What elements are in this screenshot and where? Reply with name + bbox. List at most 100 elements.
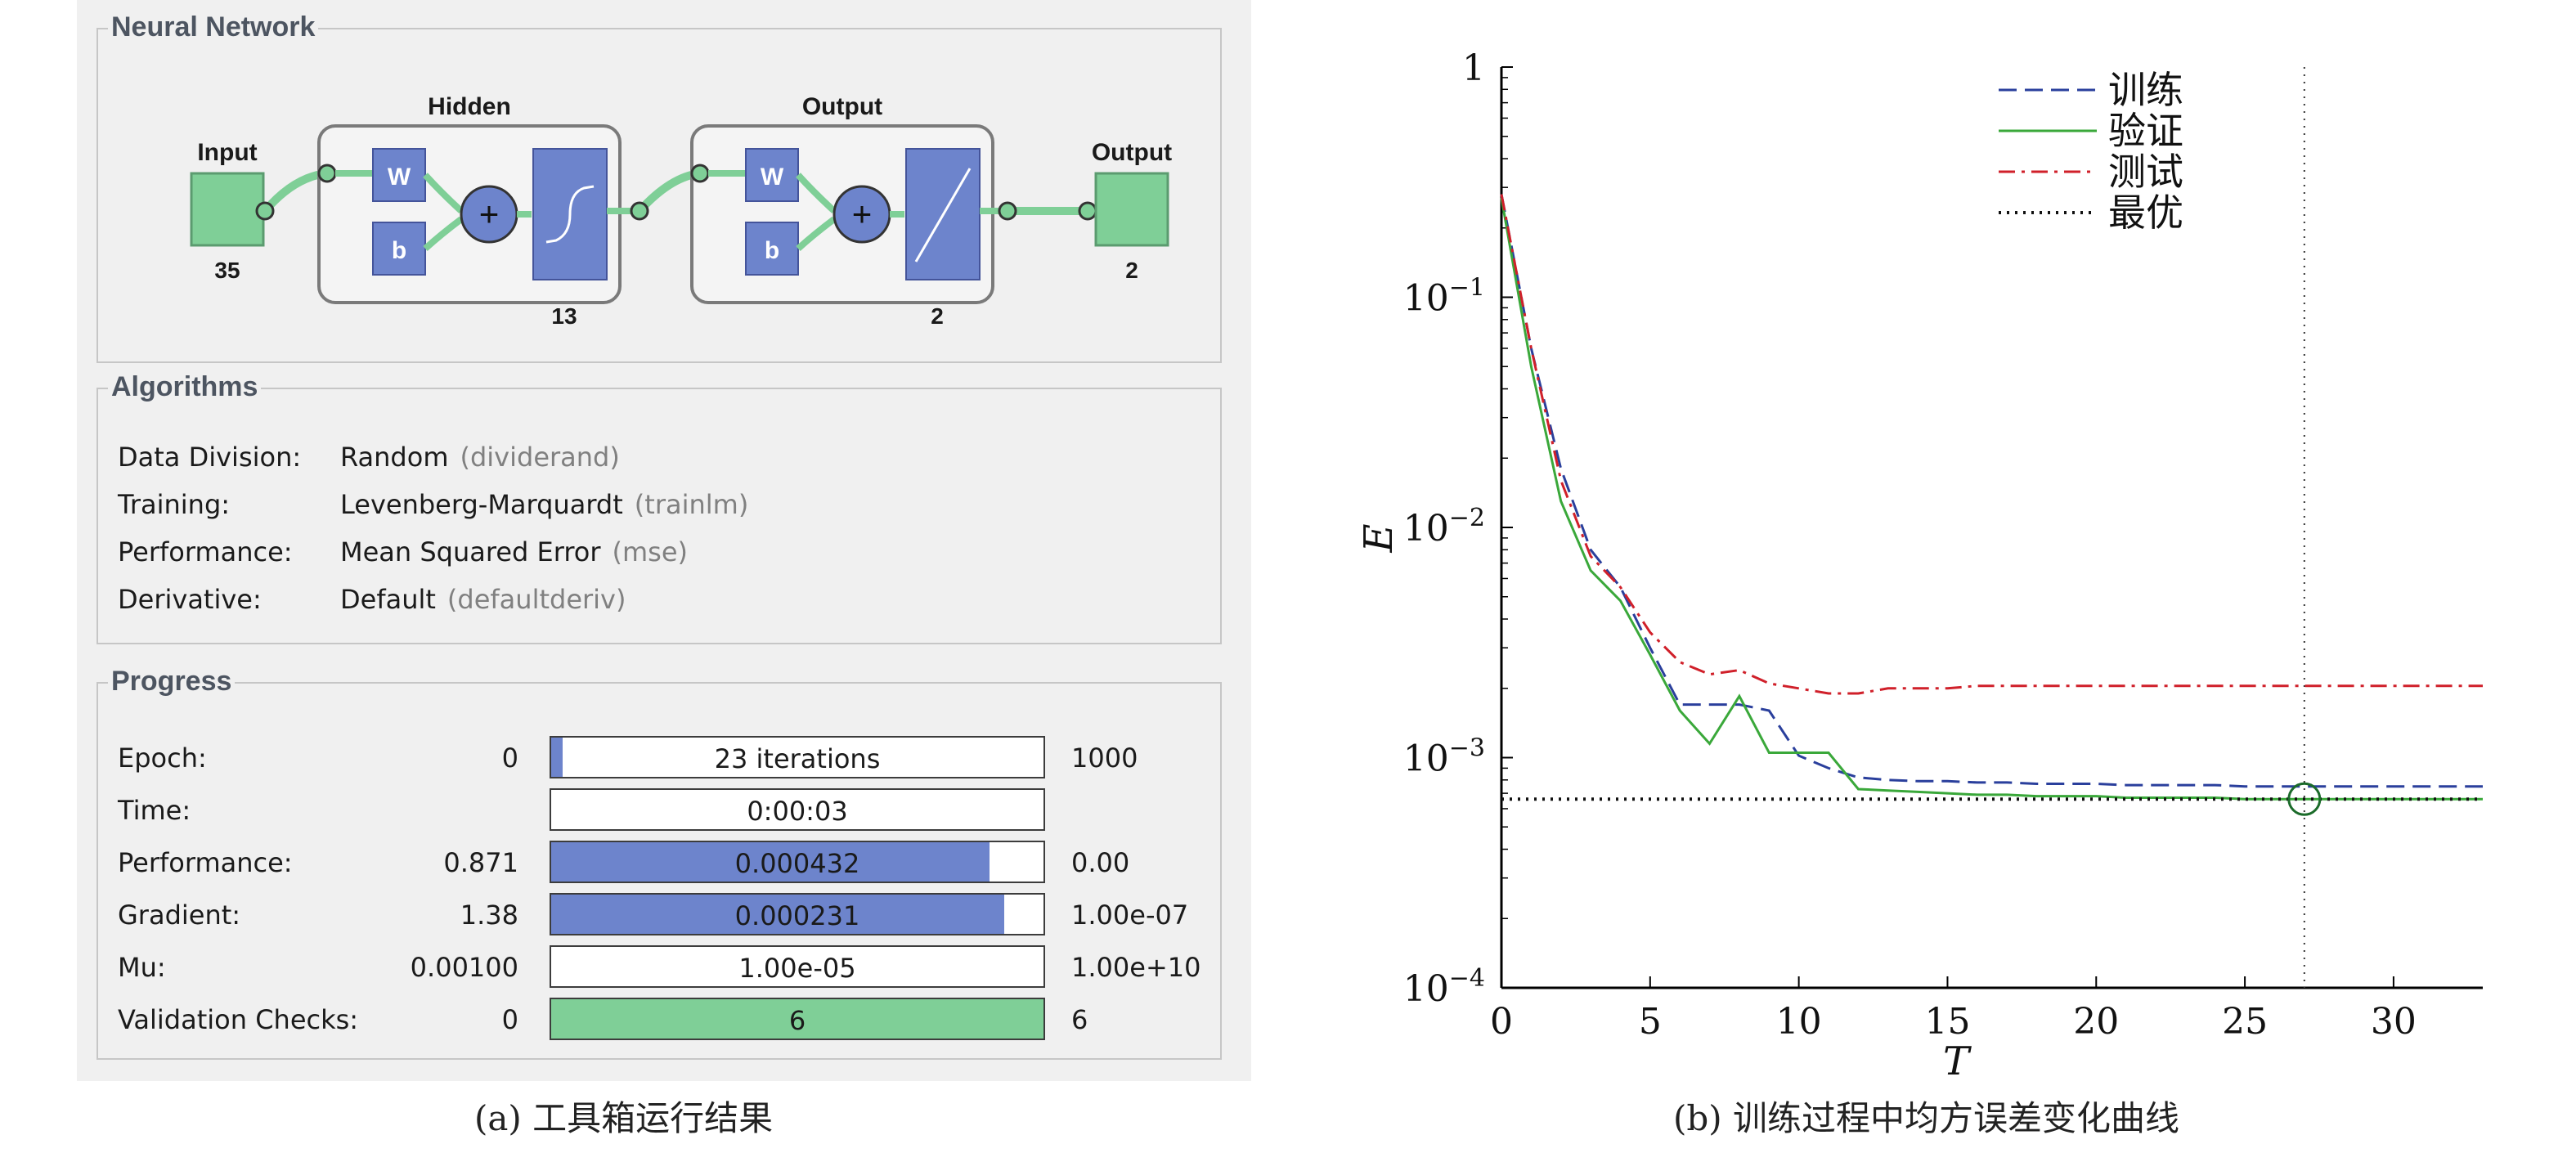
progress-bar: 1.00e-05 [550,945,1045,988]
algorithm-function-link[interactable]: (mse) [612,536,689,568]
progress-bar-text: 0.000432 [734,848,860,879]
algorithm-label: Derivative: [118,584,262,615]
sigmoid-icon [545,185,595,244]
algorithm-row-data-division: Data Division: Random (dividerand) [118,442,620,473]
series-line-2 [1500,197,2483,801]
progress-max-value: 1.00e+10 [1071,952,1201,983]
y-tick-exponent: −4 [1449,964,1485,993]
hidden-bias-symbol: b [392,237,406,264]
progress-bar-text: 0.000231 [734,900,860,931]
algorithm-value: Random [340,442,449,473]
progress-max-value: 6 [1071,1004,1088,1035]
output-box [1094,172,1169,247]
y-tick-label: 1 [1462,47,1485,89]
y-tick-base: 10 [1403,278,1449,320]
legend-label: 训练 [2108,68,2183,112]
progress-bar-fill [551,842,990,882]
progress-label: Epoch: [118,742,207,774]
input-box [190,172,265,247]
caption-right: (b) 训练过程中均方误差变化曲线 [1673,1098,2180,1138]
progress-bar: 0.000231 [550,893,1045,935]
network-diagram: Input 35 Hidden W b + 13 Output [190,93,1172,329]
hidden-out-node [630,201,649,221]
algorithms-group: Algorithms Data Division: Random (dividera… [96,371,1222,644]
y-tick-base: 10 [1403,738,1449,780]
input-size: 35 [214,258,240,283]
algorithm-function-link[interactable]: (trainlm) [634,489,749,520]
best-point-marker [2287,782,2322,816]
progress-label: Performance: [118,847,293,878]
x-axis-label: T [1943,1039,1972,1079]
progress-max-value: 1.00e-07 [1071,900,1189,931]
progress-row: Epoch: 0 23 iterations 1000 [98,734,1223,782]
progress-label: Validation Checks: [118,1004,359,1035]
algorithm-label: Performance: [118,536,293,568]
x-tick-label: 30 [2371,1001,2417,1043]
nntraintool-panel: Neural Network Input 35 Hidden W [77,0,1251,1081]
legend-label: 最优 [2108,191,2183,235]
progress-title: Progress [108,666,236,698]
algorithm-row-derivative: Derivative: Default (defaultderiv) [118,584,626,615]
y-tick-base: 1 [1462,47,1485,89]
output-weight-symbol: W [761,164,784,191]
output-size: 2 [1125,258,1138,283]
hidden-wires [423,173,464,251]
y-tick-label: 10−1 [1403,274,1485,320]
x-tick-label: 0 [1490,1001,1513,1043]
progress-row: Time: 0:00:03 [98,787,1223,834]
algorithm-function-link[interactable]: (defaultderiv) [447,584,626,615]
y-tick-exponent: −3 [1449,734,1485,763]
x-tick-label: 20 [2073,1001,2119,1043]
algorithm-row-performance: Performance: Mean Squared Error (mse) [118,536,688,568]
progress-label: Time: [118,795,191,826]
y-tick-label: 10−4 [1403,964,1485,1010]
progress-min-value: 0.871 [443,847,518,878]
output-sum-symbol: + [852,195,873,233]
hidden-sum-symbol: + [479,195,500,233]
algorithm-label: Training: [118,489,231,520]
hidden-in-node [317,164,337,183]
algorithm-value: Default [340,584,436,615]
progress-group: Progress Epoch: 0 23 iterations 1000 Time: 0:… [96,666,1223,1060]
hidden-size: 13 [551,303,577,329]
hidden-bias-box [372,222,426,276]
progress-max-value: 0.00 [1071,847,1130,878]
x-tick-label: 15 [1924,1001,1970,1043]
progress-min-value: 1.38 [460,900,518,931]
series-line-1 [1500,194,2483,788]
progress-bar: 0.000432 [550,841,1045,883]
hidden-layer-label: Hidden [428,93,511,120]
progress-bar: 6 [550,998,1045,1040]
progress-bar-text: 1.00e-05 [738,953,856,984]
progress-row: Gradient: 1.38 0.000231 1.00e-07 [98,891,1223,939]
x-tick-label: 5 [1639,1001,1662,1043]
output-label: Output [1092,139,1172,166]
progress-bar-text: 23 iterations [714,743,881,774]
progress-label: Mu: [118,952,166,983]
algorithms-title: Algorithms [108,371,262,403]
output-layer-size: 2 [931,303,944,329]
progress-bar-text: 6 [788,1005,806,1036]
output-bias-symbol: b [765,237,779,264]
input-node [255,201,275,221]
input-label: Input [197,139,257,166]
output-weight-box [745,148,799,202]
y-tick-exponent: −1 [1449,274,1485,303]
progress-row: Mu: 0.00100 1.00e-05 1.00e+10 [98,944,1223,991]
progress-bar-fill [551,999,1043,1039]
progress-bar-fill [551,738,563,777]
output-wires [796,173,837,251]
algorithm-value: Levenberg-Marquardt [340,489,623,520]
caption-left: (a) 工具箱运行结果 [474,1098,774,1138]
hidden-weight-symbol: W [388,164,411,191]
progress-bar-text: 0:00:03 [747,796,848,827]
y-tick-exponent: −2 [1449,504,1485,532]
neural-network-group: Neural Network Input 35 Hidden W [96,11,1222,363]
algorithm-function-link[interactable]: (dividerand) [460,442,620,473]
progress-min-value: 0.00100 [410,952,518,983]
y-axis-label: E [1356,523,1402,553]
series-line-3 [1500,194,2483,695]
progress-min-value: 0 [501,1004,518,1035]
output-layer-label: Output [802,93,882,120]
